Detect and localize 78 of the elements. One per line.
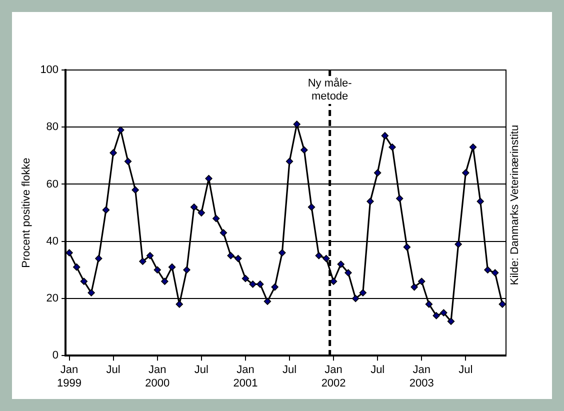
point [410,283,418,291]
y-tick-label: 60 [46,178,59,190]
point [403,243,411,251]
y-tick-label: 100 [40,64,59,76]
point [73,263,80,271]
point [293,120,300,128]
point [469,144,477,151]
point [278,249,286,256]
text: Kilde: Danmarks Veterinærinstitu [509,124,521,286]
point [337,260,344,268]
x-tick-label: Jan 2002 [321,364,346,390]
point [110,149,117,156]
point [264,298,272,305]
point [198,209,206,216]
point [491,269,499,276]
point [234,254,242,262]
point [322,254,330,262]
point [374,169,382,176]
x-tick-label: Jul [106,364,120,376]
point [381,132,389,140]
point [242,274,250,282]
point [476,198,484,205]
point [454,240,462,248]
point [88,289,95,296]
point [249,280,256,288]
x-tick-label: Jul [282,364,297,376]
x-tick-label: Jan 1999 [57,364,82,390]
y-tick-label: 0 [52,350,59,362]
point [256,280,264,288]
point [176,300,183,308]
point [190,203,198,211]
point [315,252,322,260]
point [388,144,396,151]
point [139,258,146,265]
point [205,174,212,182]
point [286,158,294,165]
point [418,278,426,285]
x-tick-label: Jul [194,364,208,376]
point [462,169,470,176]
point [300,146,308,154]
point [168,263,176,271]
point [484,266,492,274]
point [440,309,448,316]
point [183,266,190,274]
point [117,126,124,134]
point [66,249,73,256]
point [425,300,433,308]
point [146,252,154,260]
point [447,318,455,325]
point [366,198,374,205]
point [212,214,220,222]
point [308,203,316,211]
point [95,254,102,262]
y-tick-label: 20 [46,292,59,305]
point [154,266,161,274]
point [220,229,228,236]
point [80,278,88,285]
point [352,294,360,302]
point [432,312,440,320]
x-tick-label: Jan 2000 [145,364,170,390]
y-tick-label: 80 [46,121,59,134]
x-tick-label: Jul [458,364,473,376]
point [396,194,404,202]
x-tick-label: Jan 2003 [409,364,434,390]
point [271,283,278,291]
point [161,278,168,285]
ref-line-label: Ny måle-metode [308,78,352,103]
point [227,252,234,260]
point [344,269,352,276]
point [124,158,132,165]
point [359,289,367,296]
point [132,186,139,194]
y-tick-label: 40 [46,235,59,248]
x-tick-label: Jul [370,364,385,376]
point [102,206,110,214]
x-tick-label: Jan 2001 [233,364,258,390]
y-axis-title: Procent positive flokke [20,158,33,268]
point [498,300,506,308]
